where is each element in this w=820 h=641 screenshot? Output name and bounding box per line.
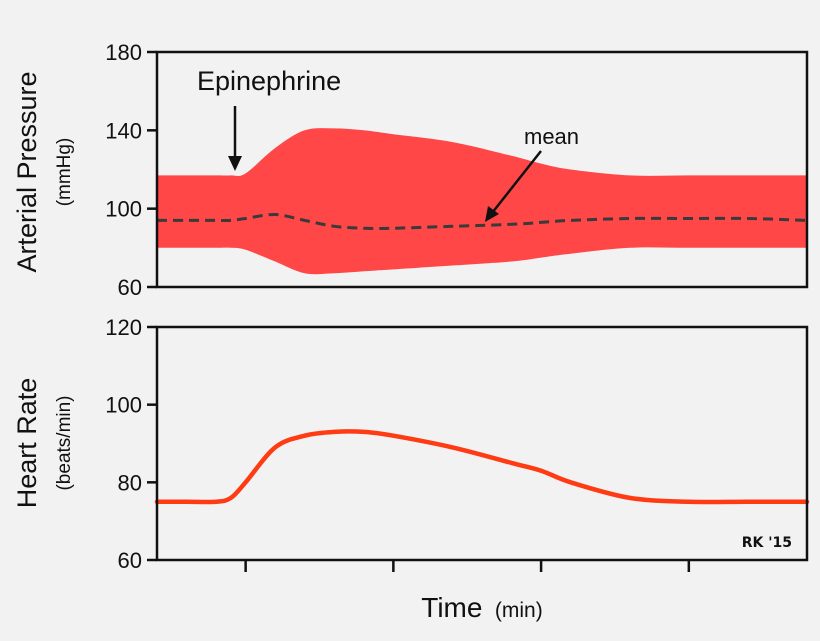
pressure-ylabel-unit: (mmHg) (54, 138, 75, 207)
heart-rate-ylabel-unit: (beats/min) (54, 395, 75, 490)
pressure-y-tick-label-3: 180 (105, 40, 142, 65)
heart-rate-line (154, 429, 810, 505)
pressure-panel: 60 100 140 180 Arterial Pressure (mmHg) Epi… (12, 40, 809, 300)
heart-rate-y-tick-label-2: 100 (105, 393, 142, 418)
pressure-y-tick-label-1: 100 (105, 197, 142, 222)
pressure-band (157, 128, 807, 275)
pressure-y-tick-label-0: 60 (118, 275, 142, 300)
credit-label: RK '15 (742, 535, 792, 551)
heart-rate-plot-frame (155, 325, 809, 562)
pressure-ylabel-main: Arterial Pressure (12, 71, 42, 272)
heart-rate-y-tick-label-0: 60 (118, 548, 142, 573)
epinephrine-label: Epinephrine (197, 66, 341, 96)
pressure-y-tick-label-2: 140 (105, 118, 142, 143)
pressure-plot-frame (155, 50, 809, 289)
mean-pressure-line (157, 212, 808, 231)
mean-label: mean (524, 124, 579, 149)
pressure-y-ticks: 60 100 140 180 (105, 40, 157, 300)
heart-rate-y-ticks: 60 80 100 120 (105, 315, 157, 573)
x-axis-label-main: Time (421, 592, 482, 623)
mean-arrow (485, 150, 542, 222)
epinephrine-arrow (228, 106, 242, 171)
heart-rate-y-tick-label-1: 80 (118, 470, 142, 495)
heart-rate-y-tick-label-3: 120 (105, 315, 142, 340)
time-x-ticks (244, 560, 691, 572)
x-axis-label: Time (min) (421, 592, 542, 623)
x-axis-label-unit: (min) (495, 599, 543, 622)
heart-rate-panel: 60 80 100 120 Heart Rate (beats/min) RK '15 (12, 315, 810, 573)
heart-rate-ylabel-main: Heart Rate (12, 378, 42, 509)
